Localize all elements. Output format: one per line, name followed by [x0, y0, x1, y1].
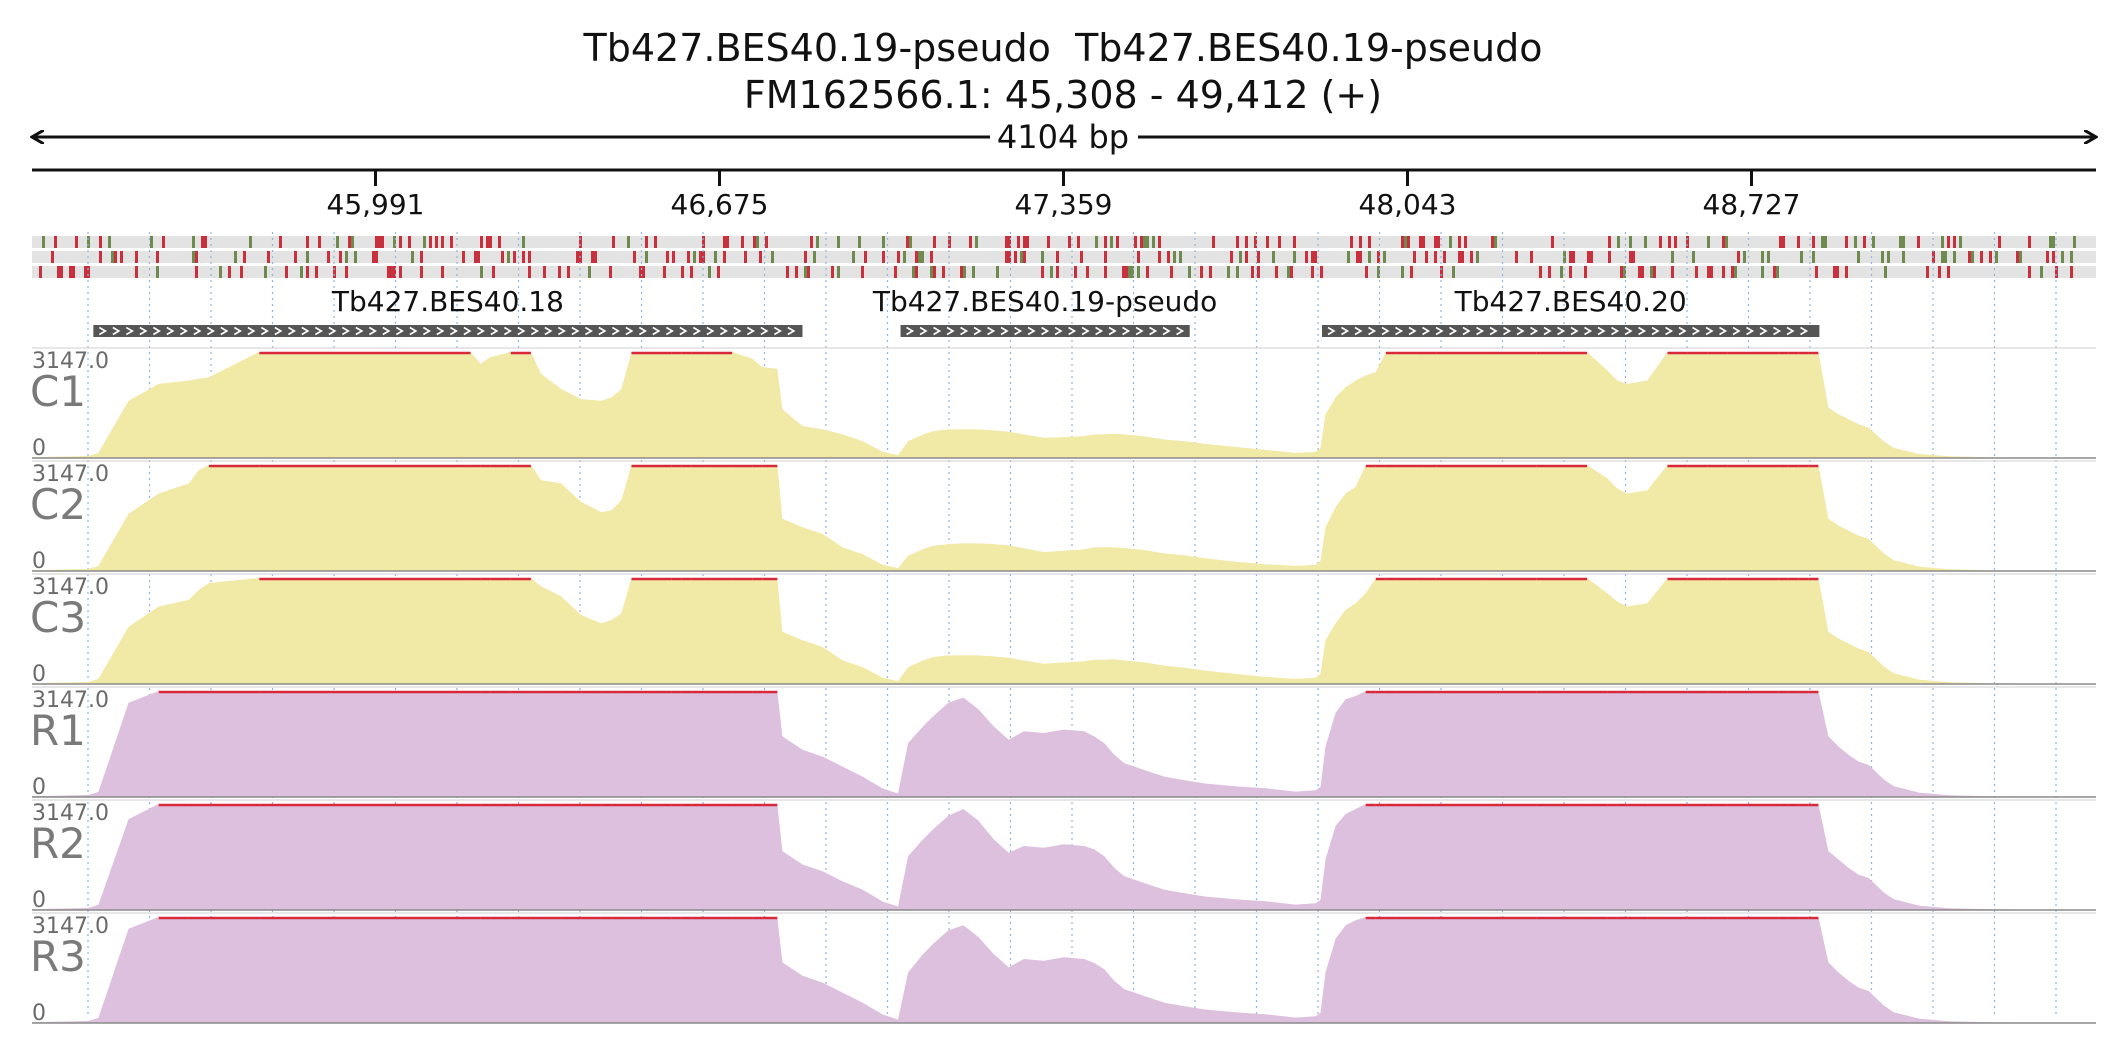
- coverage-area-R2: [32, 804, 2096, 910]
- coverage-area-C1: [32, 352, 2096, 458]
- track-label: C2: [30, 480, 86, 529]
- ruler-tick-label: 45,991: [327, 188, 425, 221]
- scale-max-label: 3147.0: [32, 575, 109, 600]
- track-label: C1: [30, 367, 86, 416]
- scale-min-label: 0: [32, 888, 46, 913]
- ruler-tick-label: 48,727: [1703, 188, 1801, 221]
- coverage-track-R3: 3147.0 0 R3: [30, 912, 2096, 1026]
- coverage-track-R2: 3147.0 0 R2: [30, 799, 2096, 913]
- gene-bar[interactable]: [93, 325, 803, 337]
- gene-label: Tb427.BES40.20: [1454, 285, 1687, 318]
- scale-max-label: 3147.0: [32, 688, 109, 713]
- coverage-track-C2: 3147.0 0 C2: [30, 460, 2096, 574]
- gene-bar[interactable]: [900, 325, 1190, 337]
- scale-max-label: 3147.0: [32, 801, 109, 826]
- coverage-tracks: 3147.00C13147.00C23147.00C33147.00R13147…: [30, 347, 2096, 1026]
- gene-label: Tb427.BES40.19-pseudo: [872, 285, 1217, 318]
- coverage-area-R3: [32, 917, 2096, 1023]
- gene-track: Tb427.BES40.18 Tb427.BES40.19-pseudo Tb427…: [93, 285, 1820, 337]
- gene-label: Tb427.BES40.18: [331, 285, 564, 318]
- track-label: R2: [30, 819, 86, 868]
- coverage-track-R1: 3147.0 0 R1: [30, 686, 2096, 800]
- ruler-tick-label: 47,359: [1015, 188, 1113, 221]
- track-label: R3: [30, 932, 86, 981]
- span-label: 4104 bp: [997, 118, 1129, 156]
- track-label: C3: [30, 593, 86, 642]
- coverage-area-R1: [32, 691, 2096, 797]
- coverage-area-C3: [32, 578, 2096, 684]
- title-line-1: Tb427.BES40.19-pseudo Tb427.BES40.19-pse…: [583, 26, 1543, 70]
- scale-min-label: 0: [32, 662, 46, 687]
- ruler-tick-label: 46,675: [671, 188, 769, 221]
- scale-max-label: 3147.0: [32, 349, 109, 374]
- ruler-tick-label: 48,043: [1359, 188, 1457, 221]
- sequence-row: [32, 251, 2096, 263]
- sequence-track: [32, 236, 2096, 278]
- scale-min-label: 0: [32, 775, 46, 800]
- scale-max-label: 3147.0: [32, 462, 109, 487]
- scale-min-label: 0: [32, 1001, 46, 1026]
- scale-max-label: 3147.0: [32, 914, 109, 939]
- ruler-ticks: 45,991 46,675 47,359 48,043 48,727: [327, 170, 1801, 221]
- sequence-row: [32, 236, 2096, 248]
- coverage-area-C2: [32, 465, 2096, 571]
- track-label: R1: [30, 706, 86, 755]
- scale-min-label: 0: [32, 549, 46, 574]
- sequence-row: [32, 266, 2096, 278]
- coverage-track-C3: 3147.0 0 C3: [30, 573, 2096, 687]
- coverage-track-C1: 3147.0 0 C1: [30, 347, 2096, 461]
- title-line-2: FM162566.1: 45,308 - 49,412 (+): [744, 73, 1382, 117]
- scale-min-label: 0: [32, 436, 46, 461]
- gene-bar[interactable]: [1322, 325, 1820, 337]
